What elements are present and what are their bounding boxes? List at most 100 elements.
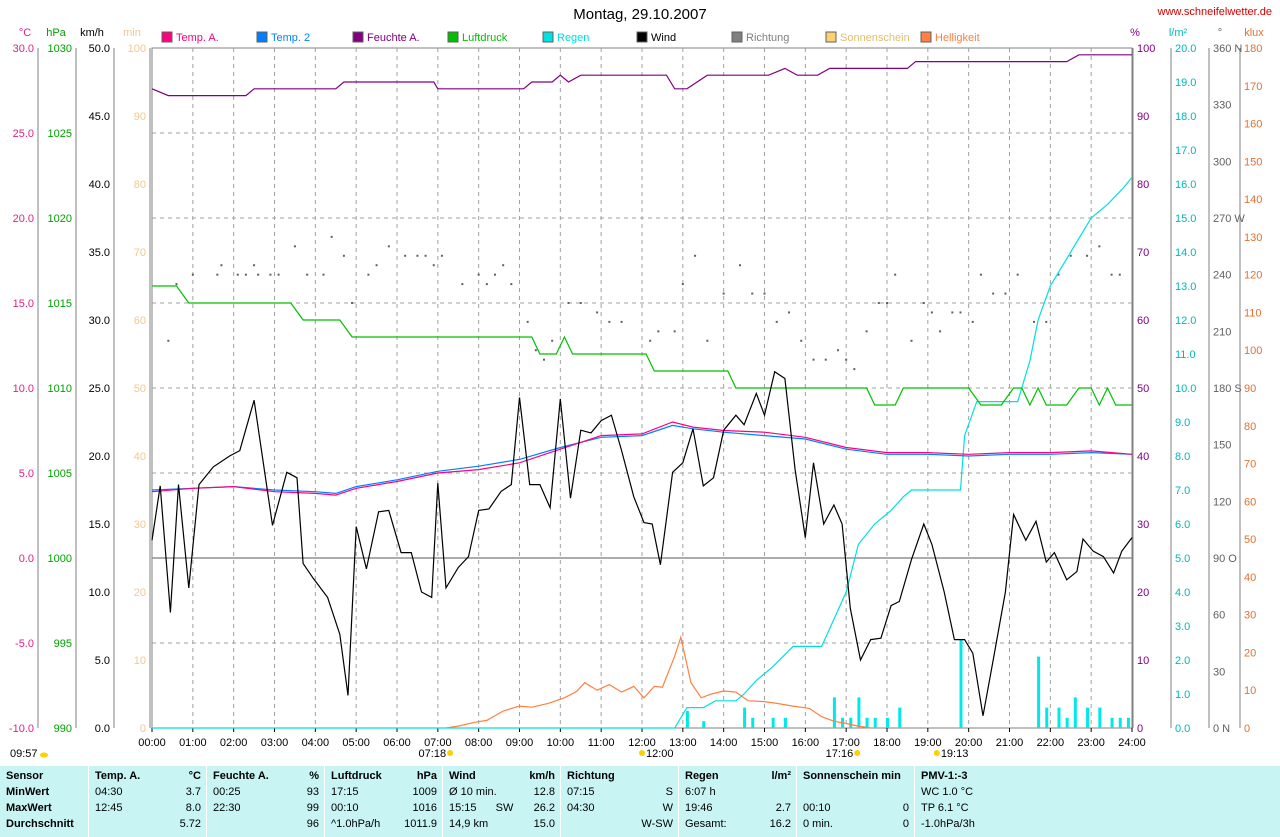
rain-bar — [865, 717, 869, 728]
direction-point — [877, 302, 880, 304]
direction-point — [375, 264, 378, 267]
direction-point — [551, 339, 554, 342]
tick-label-kmh: 30.0 — [89, 315, 110, 327]
tick-label-klux: 110 — [1244, 307, 1262, 319]
x-tick-label: 10:00 — [547, 737, 575, 749]
tick-label-hpa: 1000 — [48, 553, 72, 565]
tick-label-min: 100 — [128, 43, 146, 55]
legend-swatch — [447, 31, 459, 43]
direction-point — [608, 320, 611, 323]
legend-label: Helligkeit — [935, 32, 980, 44]
sun-marker — [639, 750, 645, 756]
tick-label-temp: 30.0 — [13, 43, 34, 55]
direction-point — [930, 311, 933, 314]
direction-point — [1110, 273, 1113, 276]
tick-label-rain: 11.0 — [1175, 349, 1196, 361]
tick-label-klux: 10 — [1244, 685, 1256, 697]
direction-point — [440, 254, 443, 257]
tick-label-dir: 210 — [1213, 326, 1231, 338]
series-lines — [151, 54, 1133, 729]
direction-point — [775, 320, 778, 323]
rain-bar — [1126, 717, 1130, 728]
sun-time-label: 12:00 — [646, 748, 674, 760]
direction-point — [865, 330, 868, 333]
weather-chart: °C 30.0 25.0 20.0 15.0 10.0 5.0 0.0 -5.0 -10.0 hPa… — [9, 27, 1264, 760]
axes: °C 30.0 25.0 20.0 15.0 10.0 5.0 0.0 -5.0 -10.0 hPa… — [9, 27, 1264, 749]
tick-label-rain: 8.0 — [1175, 451, 1190, 463]
tick-label-min: 40 — [134, 451, 146, 463]
direction-point — [461, 283, 464, 286]
legend-swatch — [636, 31, 648, 43]
direction-point — [567, 302, 570, 304]
tick-label-klux: 90 — [1244, 383, 1256, 395]
direction-point — [510, 283, 513, 286]
tick-label-dir: 90 O — [1213, 553, 1237, 565]
direction-point — [681, 283, 684, 286]
stats-column-header: Luftdruck hPa — [331, 770, 437, 782]
tick-label-dir: 180 S — [1213, 383, 1242, 395]
x-tick-label: 01:00 — [179, 737, 207, 749]
stats-column: Temp. A. °C 04:30 3.7 12:45 8.0 5.72 — [88, 766, 207, 837]
tick-label-kmh: 15.0 — [89, 519, 110, 531]
tick-label-temp: 20.0 — [13, 213, 34, 225]
x-tick-label: 06:00 — [383, 737, 411, 749]
legend-swatch — [731, 31, 743, 43]
x-tick-label: 20:00 — [955, 737, 983, 749]
x-tick-label: 24:00 — [1118, 737, 1146, 749]
stats-row-label: MaxWert — [6, 802, 52, 814]
direction-point — [191, 273, 194, 276]
tick-label-temp: 5.0 — [19, 468, 34, 480]
legend-swatch — [161, 31, 173, 43]
direction-point — [739, 264, 741, 267]
legend-label: Sonnenschein — [840, 32, 910, 44]
series-line-wind — [151, 370, 1133, 716]
direction-point — [416, 254, 419, 257]
site-link[interactable]: www.schneifelwetter.de — [1157, 6, 1272, 18]
rain-bar — [685, 711, 689, 728]
x-tick-label: 16:00 — [792, 737, 820, 749]
tick-label-dir: 360 N — [1213, 43, 1242, 55]
tick-label-dir: 300 — [1213, 156, 1231, 168]
tick-label-min: 10 — [134, 655, 146, 667]
tick-label-klux: 70 — [1244, 459, 1256, 471]
direction-point — [620, 320, 623, 323]
tick-label-rain: 18.0 — [1175, 111, 1196, 123]
direction-point — [257, 273, 260, 276]
tick-label-rain: 15.0 — [1175, 213, 1196, 225]
direction-point — [543, 358, 545, 361]
tick-label-pct: 0 — [1137, 723, 1143, 735]
stats-cell: TP 6.1 °C — [921, 802, 969, 814]
rain-bar — [857, 697, 861, 728]
tick-label-hpa: 1010 — [48, 383, 72, 395]
direction-point — [526, 320, 529, 323]
stats-column-header: Sonnenschein min — [803, 770, 901, 782]
direction-point — [236, 273, 239, 276]
tick-label-pct: 80 — [1137, 179, 1149, 191]
legend-swatch — [920, 31, 932, 43]
rain-bar — [1118, 717, 1122, 728]
tick-label-rain: 12.0 — [1175, 315, 1196, 327]
direction-point — [293, 245, 296, 248]
direction-point — [367, 273, 370, 276]
direction-point — [1057, 273, 1060, 276]
direction-point — [853, 368, 856, 371]
tick-label-rain: 6.0 — [1175, 519, 1190, 531]
tick-label-rain: 10.0 — [1175, 383, 1196, 395]
direction-point — [886, 302, 888, 304]
direction-point — [824, 358, 827, 361]
tick-label-pct: 70 — [1137, 247, 1149, 259]
tick-label-klux: 180 — [1244, 43, 1262, 55]
x-tick-label: 18:00 — [873, 737, 901, 749]
rain-bar — [1057, 707, 1061, 728]
x-tick-label: 00:00 — [138, 737, 166, 749]
direction-point — [1045, 320, 1048, 323]
rain-bar — [832, 697, 836, 728]
stats-cell: 22:30 99 — [213, 802, 319, 814]
tick-label-min: 70 — [134, 247, 146, 259]
stats-cell: 6:07 h — [685, 786, 716, 798]
stats-cell: Gesamt: 16.2 — [685, 818, 791, 830]
x-tick-label: 22:00 — [1037, 737, 1065, 749]
tick-label-temp: 15.0 — [13, 298, 34, 310]
direction-point — [845, 358, 848, 361]
rain-bar — [702, 721, 706, 728]
